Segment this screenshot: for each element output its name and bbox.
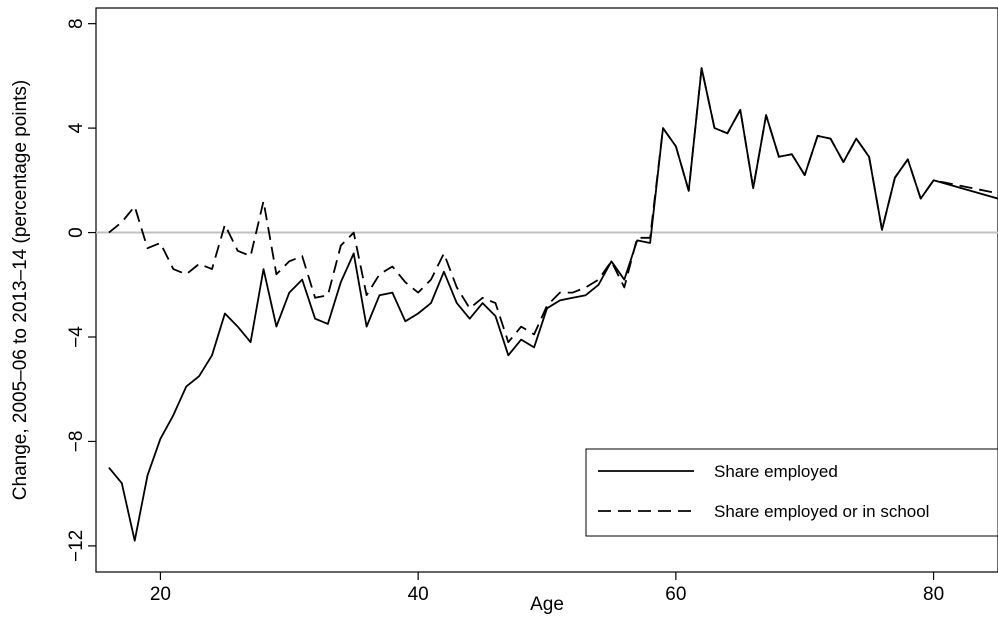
y-tick-label: 8 <box>66 18 87 29</box>
y-axis-title: Change, 2005–06 to 2013–14 (percentage p… <box>10 80 31 500</box>
y-tick-label: 0 <box>66 227 87 238</box>
y-tick-label: −4 <box>66 326 87 348</box>
y-tick-label: 4 <box>66 122 87 133</box>
plot-frame <box>95 7 998 573</box>
legend-label-share-employed-or-in-school: Share employed or in school <box>714 502 929 521</box>
x-tick-label: 40 <box>408 584 429 605</box>
x-tick-label: 80 <box>923 584 944 605</box>
x-axis-title: Age <box>530 594 564 615</box>
x-tick-label: 20 <box>150 584 171 605</box>
legend-box <box>585 448 998 537</box>
y-tick-label: −12 <box>66 530 87 562</box>
legend: Share employed Share employed or in scho… <box>585 448 998 537</box>
y-tick-label: −8 <box>66 431 87 453</box>
legend-label-share-employed: Share employed <box>714 462 838 481</box>
series-line-share-employed-or-in-school <box>108 67 998 344</box>
x-tick-label: 60 <box>665 584 686 605</box>
series-line-share-employed <box>108 67 998 542</box>
series-layer <box>108 67 998 542</box>
ticks-layer: 20 40 60 80 −12 −8 −4 0 4 8 <box>66 18 944 605</box>
